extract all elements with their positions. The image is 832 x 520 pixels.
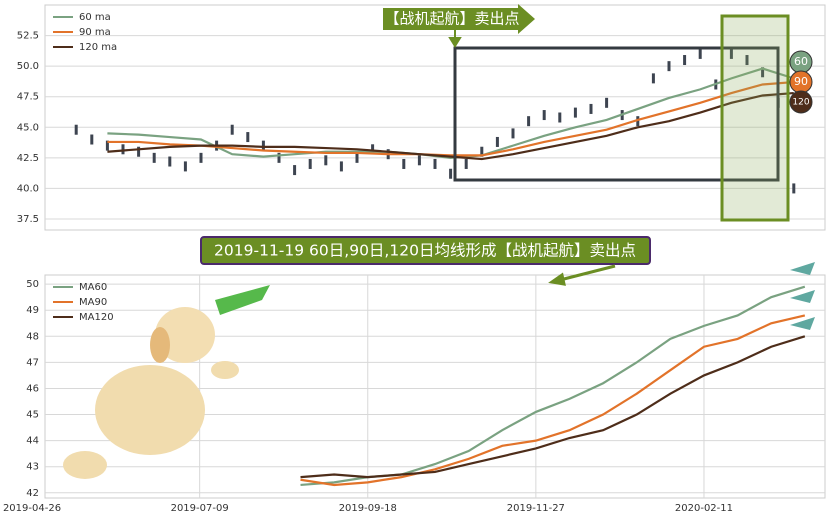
- ma-line: [107, 80, 794, 157]
- price-bar: [152, 152, 156, 163]
- price-bar: [261, 140, 265, 151]
- price-bar: [495, 136, 499, 147]
- y-tick-label: 42.5: [17, 153, 39, 164]
- price-bar: [230, 124, 234, 135]
- price-bar: [667, 61, 671, 72]
- y-tick-label: 40.0: [17, 183, 39, 194]
- legend-label: 60 ma: [79, 12, 111, 23]
- ma-badge-label: 90: [794, 75, 808, 88]
- ma-line: [300, 314, 806, 487]
- price-bar: [199, 152, 203, 163]
- annotation-text: 【战机起航】卖出点: [384, 10, 519, 28]
- highlight-box: [720, 14, 790, 222]
- price-bar: [464, 158, 468, 169]
- plane-icons: [790, 262, 815, 330]
- price-bar: [183, 161, 187, 172]
- dog-paw: [211, 361, 239, 379]
- ma-badge-label: 60: [794, 55, 808, 68]
- y-tick-label: 47.5: [17, 92, 39, 103]
- y-tick-label: 37.5: [17, 214, 39, 225]
- price-bar: [698, 48, 702, 59]
- x-tick-label: 2019-07-09: [171, 503, 229, 514]
- y-tick-label: 45: [26, 410, 39, 421]
- top-panel: 37.5 40.0 42.5 45.0 47.5 50.0 52.5 60 ma 90 ma 12…: [17, 4, 825, 225]
- decoration: [63, 262, 815, 479]
- y-tick-label: 52.5: [17, 31, 39, 42]
- ma-line: [107, 67, 795, 159]
- dog-ear: [150, 327, 170, 363]
- price-bar: [339, 161, 343, 172]
- price-bar: [293, 165, 297, 176]
- signal-box: [453, 46, 780, 182]
- price-bar: [402, 158, 406, 169]
- price-bar: [371, 144, 375, 155]
- price-bar: [355, 152, 359, 163]
- toy-plane: [215, 285, 270, 315]
- price-bar: [433, 158, 437, 169]
- price-bar: [90, 134, 94, 145]
- legend-label: 120 ma: [79, 42, 117, 53]
- y-tick-label: 45.0: [17, 122, 39, 133]
- x-tick-label: 2020-02-11: [675, 503, 733, 514]
- price-bar: [121, 144, 125, 155]
- y-tick-label: 49: [26, 305, 39, 316]
- dog-head: [155, 307, 215, 363]
- y-tick-label: 46: [26, 383, 39, 394]
- legend-label: 90 ma: [79, 27, 111, 38]
- y-tick-label: 44: [26, 436, 39, 447]
- price-bar: [246, 132, 250, 143]
- ma-badge-label: 120: [792, 98, 809, 108]
- price-bar: [745, 55, 749, 66]
- price-bar: [605, 97, 609, 108]
- price-bar: [573, 107, 577, 118]
- price-bar: [417, 155, 421, 166]
- annotation-pointer: [448, 30, 462, 48]
- price-bar: [683, 55, 687, 66]
- price-bar: [558, 112, 562, 123]
- price-bar: [308, 158, 312, 169]
- ma-badge: [789, 90, 813, 114]
- price-bar: [527, 116, 531, 127]
- price-bar: [636, 116, 640, 127]
- y-tick-label: 50.0: [17, 61, 39, 72]
- price-bar: [105, 140, 109, 151]
- y-tick-label: 47: [26, 357, 39, 368]
- annotation-arrow: [383, 4, 535, 34]
- legend-label: MA90: [79, 297, 107, 308]
- title-pointer: [548, 264, 616, 286]
- price-bar: [792, 183, 796, 194]
- price-bar: [324, 155, 328, 166]
- price-bar: [511, 128, 515, 139]
- x-tick-label: 2019-04-26: [3, 503, 61, 514]
- price-bar: [137, 146, 141, 157]
- y-tick-label: 48: [26, 331, 39, 342]
- y-tick-label: 42: [26, 488, 39, 499]
- ma-line: [300, 335, 806, 479]
- price-bar: [589, 103, 593, 114]
- top-plot-frame: [44, 4, 826, 231]
- title-banner: [200, 236, 651, 265]
- chart-title: 2019-11-19 60日,90日,120日均线形成【战机起航】卖出点: [214, 242, 636, 260]
- x-tick-label: 2019-09-18: [339, 503, 397, 514]
- legend-label: MA60: [79, 282, 107, 293]
- price-bar: [74, 124, 78, 135]
- price-bar: [761, 67, 765, 78]
- dog-body: [95, 365, 205, 455]
- price-bar: [277, 152, 281, 163]
- price-bar: [542, 110, 546, 121]
- dog-leg: [63, 451, 107, 479]
- ma-line: [107, 91, 794, 161]
- price-bar: [651, 73, 655, 84]
- legend-label: MA120: [79, 312, 114, 323]
- y-tick-label: 50: [26, 279, 39, 290]
- price-bar: [449, 168, 453, 179]
- price-bar: [168, 156, 172, 167]
- price-bar: [729, 48, 733, 59]
- x-tick-label: 2019-11-27: [507, 503, 565, 514]
- price-bar: [480, 146, 484, 157]
- y-tick-label: 43: [26, 462, 39, 473]
